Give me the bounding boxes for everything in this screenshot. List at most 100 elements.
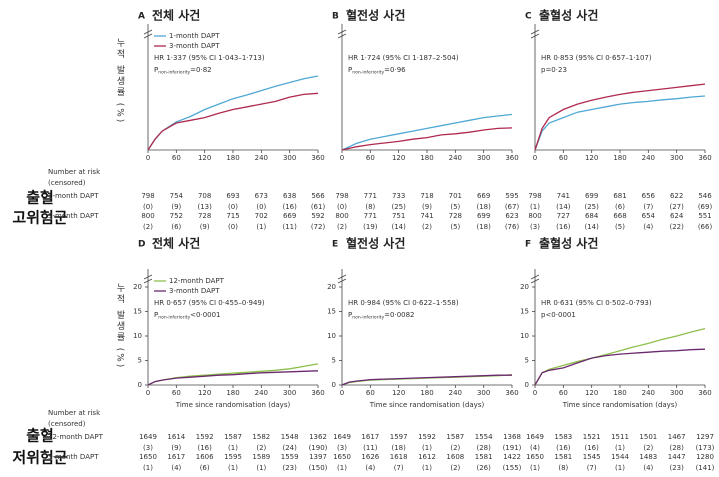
censored: (16) <box>282 203 297 211</box>
censored: (16) <box>556 223 571 231</box>
censored: (155) <box>503 464 522 472</box>
panel-title: 혈전성 사건 <box>346 8 405 23</box>
at-risk: 733 <box>392 192 405 200</box>
censored: (13) <box>197 203 212 211</box>
censored: (6) <box>200 464 210 472</box>
at-risk: 1649 <box>526 433 544 441</box>
arm-label: 1-month DAPT <box>48 192 99 200</box>
x-tick-label: 60 <box>559 389 568 397</box>
x-tick-label: 60 <box>366 154 375 162</box>
row-label: 고위험군 <box>12 209 67 227</box>
x-tick-label: 240 <box>642 389 655 397</box>
censored: (7) <box>587 464 597 472</box>
y-tick-label: 10 <box>133 332 142 340</box>
y-tick-label: 20 <box>520 283 529 291</box>
censored: (24) <box>282 444 297 452</box>
censored: (5) <box>450 203 460 211</box>
censored: (4) <box>643 464 653 472</box>
annotation: p<0·0001 <box>541 311 576 319</box>
p-value: Pnon-inferiority=0·0082 <box>348 311 415 320</box>
at-risk: 1297 <box>696 433 714 441</box>
at-risk: 669 <box>477 192 490 200</box>
p-text: =0·96 <box>384 66 406 74</box>
x-tick-label: 360 <box>505 154 518 162</box>
at-risk: 1595 <box>224 453 242 461</box>
at-risk: 1583 <box>554 433 572 441</box>
km-curve <box>534 95 706 151</box>
risk-header: Number at risk <box>48 168 101 176</box>
x-tick-label: 0 <box>146 389 150 397</box>
censored: (8) <box>558 464 568 472</box>
axis-break <box>143 29 153 39</box>
censored: (1) <box>143 464 153 472</box>
x-tick-label: 120 <box>392 389 405 397</box>
censored: (0) <box>143 203 153 211</box>
legend-label: 1-month DAPT <box>169 32 220 40</box>
at-risk: 798 <box>141 192 154 200</box>
panel-letter: A <box>138 12 145 22</box>
at-risk: 1559 <box>281 453 299 461</box>
censored: (191) <box>503 444 522 452</box>
at-risk: 595 <box>505 192 518 200</box>
censored: (14) <box>391 223 406 231</box>
at-risk: 668 <box>613 212 626 220</box>
arm-label: 3-month DAPT <box>48 212 99 220</box>
x-tick-label: 120 <box>392 154 405 162</box>
x-tick-label: 0 <box>146 154 150 162</box>
at-risk: 1592 <box>418 433 436 441</box>
at-risk: 1650 <box>333 453 351 461</box>
p-subscript: non-inferiority <box>352 314 384 320</box>
at-risk: 1650 <box>526 453 544 461</box>
at-risk: 592 <box>311 212 324 220</box>
at-risk: 681 <box>613 192 626 200</box>
x-tick-label: 120 <box>585 154 598 162</box>
censored: (2) <box>337 223 347 231</box>
x-tick-label: 0 <box>340 389 344 397</box>
panel-letter: F <box>525 240 531 250</box>
arm-label: 3-month DAPT <box>48 453 99 461</box>
x-axis-label: Time since randomisation (days) <box>369 401 485 409</box>
annotation: HR 0·631 (95% CI 0·502–0·793) <box>541 299 652 307</box>
x-tick-label: 300 <box>477 389 490 397</box>
y-tick-label: 15 <box>327 308 336 316</box>
censored: (1) <box>256 223 266 231</box>
censored: (11) <box>282 223 297 231</box>
at-risk: 1545 <box>583 453 601 461</box>
censored: (23) <box>669 464 684 472</box>
at-risk: 1597 <box>390 433 408 441</box>
censored: (1) <box>228 444 238 452</box>
at-risk: 1649 <box>139 433 157 441</box>
x-tick-label: 0 <box>340 154 344 162</box>
km-curve <box>147 75 319 151</box>
at-risk: 1582 <box>252 433 270 441</box>
censored: (1) <box>337 464 347 472</box>
censored: (27) <box>669 203 684 211</box>
at-risk: 546 <box>698 192 712 200</box>
censored: (1) <box>530 464 540 472</box>
p-text: =0·0082 <box>384 311 414 319</box>
at-risk: 701 <box>449 192 462 200</box>
censored: (28) <box>669 444 684 452</box>
censored: (2) <box>450 444 460 452</box>
censored: (6) <box>615 203 625 211</box>
x-tick-label: 180 <box>226 154 239 162</box>
at-risk: 699 <box>477 212 490 220</box>
censored: (23) <box>282 464 297 472</box>
at-risk: 622 <box>670 192 683 200</box>
axis-break <box>143 274 153 284</box>
at-risk: 673 <box>255 192 268 200</box>
y-tick-label: 5 <box>138 357 142 365</box>
at-risk: 551 <box>698 212 711 220</box>
panel-letter: D <box>138 240 145 250</box>
x-tick-label: 60 <box>172 154 181 162</box>
at-risk: 708 <box>198 192 211 200</box>
censored: (14) <box>584 223 599 231</box>
censored: (1) <box>422 464 432 472</box>
x-tick-label: 120 <box>198 154 211 162</box>
y-tick-label: 10 <box>520 332 529 340</box>
risk-header: Number at risk <box>48 409 101 417</box>
at-risk: 1467 <box>668 433 686 441</box>
at-risk: 751 <box>392 212 405 220</box>
km-curve <box>147 370 319 386</box>
